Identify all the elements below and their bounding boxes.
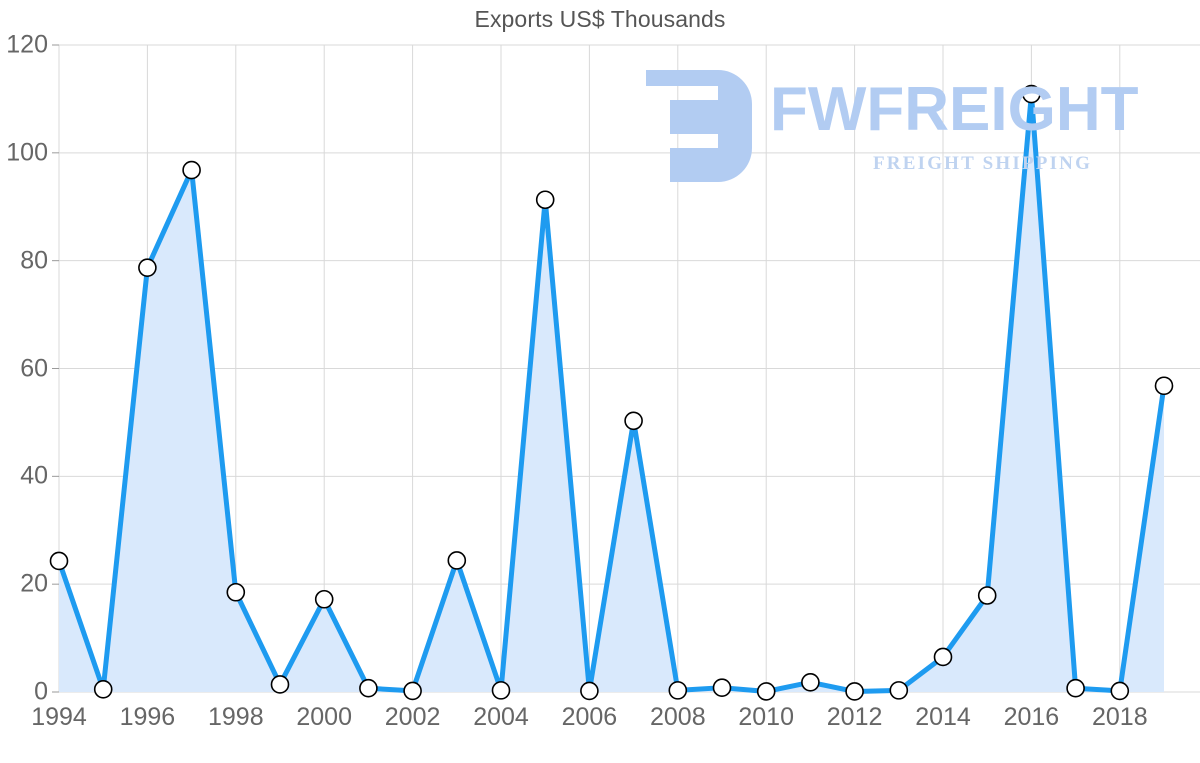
x-axis-tick-label: 2012 xyxy=(826,703,883,731)
data-point-marker[interactable] xyxy=(1154,376,1174,396)
data-line xyxy=(56,91,1167,694)
y-axis-tick-label: 100 xyxy=(6,138,48,167)
data-point-marker[interactable] xyxy=(314,589,334,609)
data-point-marker[interactable] xyxy=(845,682,864,701)
data-point-marker[interactable] xyxy=(403,681,422,701)
data-point-marker[interactable] xyxy=(889,681,909,700)
y-axis-tick-label: 40 xyxy=(20,461,48,490)
data-point-marker[interactable] xyxy=(270,675,290,694)
x-axis-tick-label: 2006 xyxy=(561,703,618,731)
y-axis-tick-label: 60 xyxy=(20,354,48,382)
data-point-marker[interactable] xyxy=(801,672,820,692)
x-axis-tick-label: 2002 xyxy=(384,703,441,731)
x-axis-tick-label: 2004 xyxy=(473,703,529,731)
data-point-marker[interactable] xyxy=(535,190,555,210)
y-axis-tick-label: 20 xyxy=(20,569,48,598)
x-axis-tick-label: 2014 xyxy=(915,703,971,731)
data-point-marker[interactable] xyxy=(580,681,599,701)
data-point-marker[interactable] xyxy=(447,551,467,570)
x-axis-tick-label: 2000 xyxy=(296,703,352,731)
data-point-marker[interactable] xyxy=(1110,681,1130,701)
x-axis-tick-label: 1994 xyxy=(31,703,87,731)
chart-title: Exports US$ Thousands xyxy=(474,6,726,32)
y-axis-tick-label: 0 xyxy=(34,677,48,706)
data-point-marker[interactable] xyxy=(712,678,732,697)
y-axis-tick-label: 120 xyxy=(6,30,48,59)
data-point-marker[interactable] xyxy=(359,678,378,698)
x-axis-tick-label: 2008 xyxy=(649,703,706,731)
data-point-markers xyxy=(49,84,1174,701)
y-axis-tick-label: 80 xyxy=(20,246,48,275)
area-fill xyxy=(59,94,1164,692)
data-point-marker[interactable] xyxy=(933,647,953,667)
data-point-marker[interactable] xyxy=(668,681,688,700)
data-point-marker[interactable] xyxy=(977,586,997,605)
data-point-marker[interactable] xyxy=(1066,678,1085,698)
data-point-marker[interactable] xyxy=(756,682,776,701)
x-axis-tick-label: 2018 xyxy=(1091,703,1148,731)
x-axis-tick-label: 2016 xyxy=(1003,703,1060,731)
x-axis-tick-label: 1996 xyxy=(119,703,176,731)
x-axis-tick-label: 2010 xyxy=(738,703,794,731)
data-point-marker[interactable] xyxy=(226,582,246,602)
data-point-marker[interactable] xyxy=(93,679,113,699)
data-point-marker[interactable] xyxy=(138,258,157,277)
data-point-marker[interactable] xyxy=(491,681,511,700)
data-point-marker[interactable] xyxy=(182,160,201,180)
data-point-marker[interactable] xyxy=(49,551,69,571)
data-point-marker[interactable] xyxy=(1022,84,1041,104)
x-axis-tick-label: 1998 xyxy=(207,703,264,731)
data-point-marker[interactable] xyxy=(624,411,643,431)
